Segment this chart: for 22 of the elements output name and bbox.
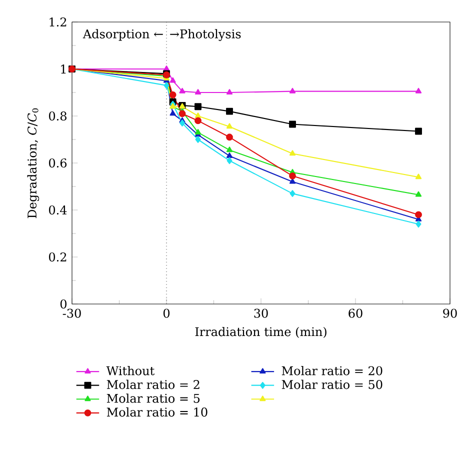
legend-label: Molar ratio = 10	[106, 407, 208, 416]
x-tick-label: 90	[443, 308, 457, 318]
y-tick-label: 0	[60, 299, 66, 308]
x-tick-label: 60	[348, 308, 362, 318]
legend-label: Molar ratio = 20	[282, 366, 382, 376]
x-axis-title: Irradiation time (min)	[195, 326, 326, 338]
y-tick-label: 1.2	[50, 17, 66, 26]
y-axis-title: Degradation, C/C$_{0}$	[27, 108, 40, 218]
legend-label: Molar ratio = 50	[282, 380, 382, 389]
y-tick-label: 0.4	[49, 205, 67, 214]
x-tick-label: 30	[254, 308, 268, 318]
y-tick-label: 0.8	[49, 111, 66, 120]
x-tick-label: -30	[62, 308, 81, 318]
y-tick-label: 0.6	[49, 158, 67, 168]
legend-label: Molar ratio = 2	[106, 380, 200, 389]
legend-label: Molar ratio = 5	[106, 393, 200, 403]
y-tick-label: 1	[61, 64, 66, 74]
y-tick-label: 0.2	[49, 252, 66, 262]
legend-label: Without	[106, 366, 155, 376]
annotation: Adsorption ←	[82, 29, 163, 41]
annotation: →Photolysis	[170, 29, 241, 41]
x-tick-label: 0	[163, 308, 170, 318]
